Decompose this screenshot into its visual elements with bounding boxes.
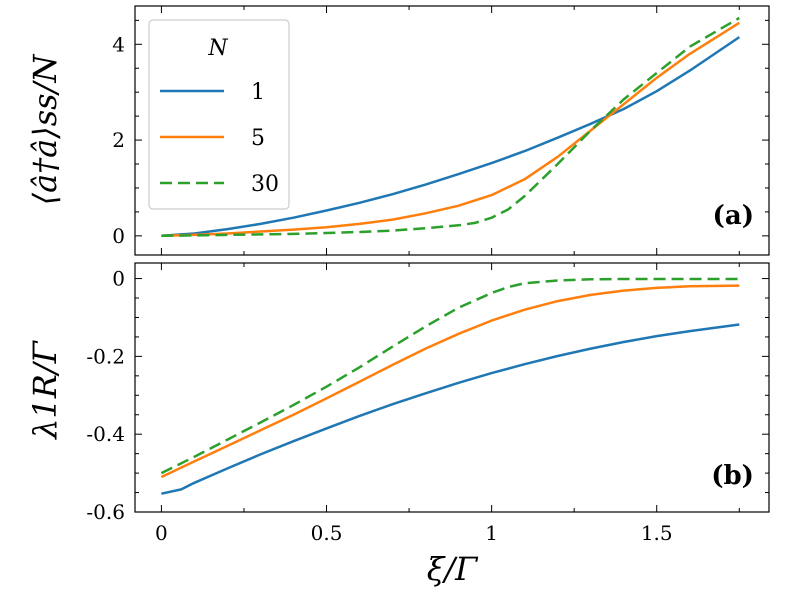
legend-label-series-30: 30	[251, 172, 279, 197]
panel-b-ytick-label: -0.4	[86, 422, 125, 446]
panel-a-ytick-label: 2	[112, 128, 125, 152]
panel-b-xlabel: ξ/Γ	[427, 550, 479, 588]
legend-frame	[148, 19, 290, 210]
legend-title: N	[207, 36, 228, 61]
panel-b-xtick-label: 1	[485, 521, 498, 545]
panel-b-frame	[134, 262, 770, 513]
legend-label-series-5: 5	[251, 126, 265, 151]
panel-b-ytick-label: -0.6	[86, 500, 125, 524]
legend: N 1 5 30	[148, 19, 290, 210]
panel-b-series-30	[160, 277, 740, 475]
panel-b-ytick-label: 0	[112, 267, 125, 291]
panel-b-ytick-label: -0.2	[86, 344, 125, 368]
panel-b-xtick-label: 0	[155, 521, 168, 545]
panel-b-tag: (b)	[711, 461, 754, 491]
panel-b: 0 0.5 1 1.5 0 -0.2 -0.4 -0.6 (b) λ1R/Γ ξ/Γ	[26, 262, 770, 588]
panel-a-series-5	[161, 21, 740, 238]
panel-a-ytick-label: 4	[112, 32, 125, 56]
legend-label-series-1: 1	[251, 80, 265, 105]
panel-a-series-1	[161, 36, 741, 238]
panel-b-xtick-label: 1.5	[641, 521, 673, 545]
panel-b-xtick-label: 0.5	[311, 521, 343, 545]
panel-a: 0 2 4 (a) ⟨â†â⟩ss/N N 1 5 30	[26, 5, 770, 256]
panel-b-series-1	[161, 323, 740, 495]
panel-b-series-5	[160, 284, 740, 479]
panel-a-tag: (a)	[713, 201, 754, 231]
panel-b-ylabel: λ1R/Γ	[26, 339, 64, 441]
panel-a-ylabel: ⟨â†â⟩ss/N	[26, 54, 64, 206]
panel-a-ytick-label: 0	[112, 224, 125, 248]
panel-a-frame	[134, 5, 770, 256]
